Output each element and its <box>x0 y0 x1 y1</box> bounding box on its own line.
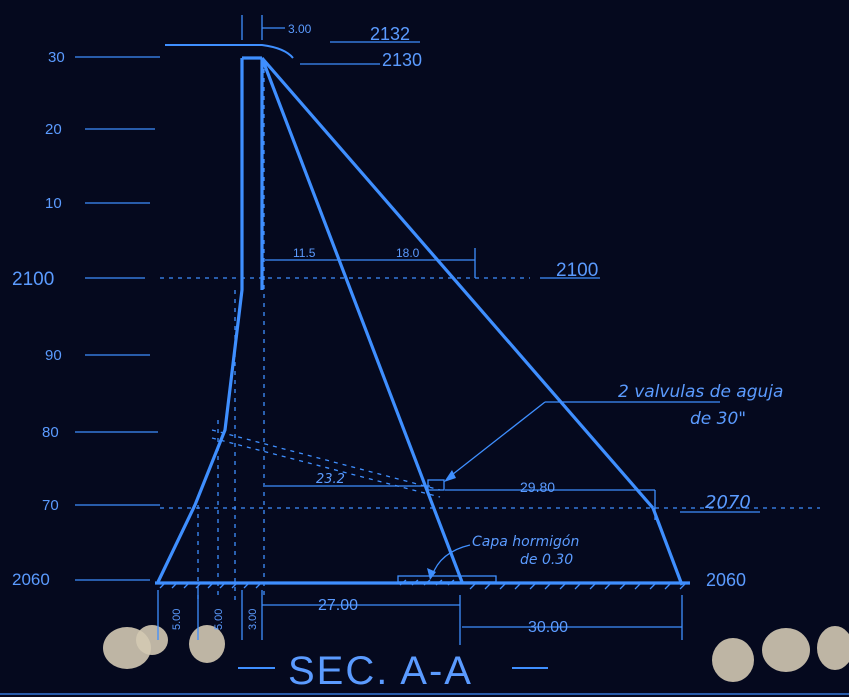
dam-profile <box>155 44 690 586</box>
dim-base-c: 3.00 <box>247 609 259 630</box>
dim-base-d: 27.00 <box>318 597 358 614</box>
level-2132: 2132 <box>370 24 410 44</box>
scale-label-2100: 2100 <box>12 269 54 290</box>
dim-18-0: 18.0 <box>396 246 420 260</box>
section-title-group: SEC. A-A <box>238 649 548 693</box>
valves-label-line2: de 30" <box>690 409 746 429</box>
concrete-label-line1: Capa hormigón <box>472 534 579 550</box>
scale-label-20: 20 <box>45 121 62 138</box>
dim-base-a: 5.00 <box>171 609 183 630</box>
dim-23-2: 23.2 <box>316 472 345 487</box>
scale-label-30: 30 <box>48 49 65 66</box>
dim-base-b: 5.00 <box>213 609 225 630</box>
dim-crest-width: 3.00 <box>288 22 312 36</box>
dim-29-80: 29.80 <box>520 479 555 495</box>
valves-label-line1: 2 valvulas de aguja <box>618 382 783 402</box>
annotations: 2 valvulas de aguja de 30" Capa hormigón… <box>472 382 783 568</box>
level-2130: 2130 <box>382 50 422 70</box>
left-scale-labels: 30 20 10 2100 90 80 70 2060 <box>12 49 65 589</box>
ground-hatching <box>159 575 687 590</box>
scale-label-70: 70 <box>42 497 59 514</box>
scale-label-10: 10 <box>45 195 62 212</box>
right-level-labels: 2132 2130 2100 2070 2060 <box>370 24 751 590</box>
scale-label-80: 80 <box>42 424 59 441</box>
level-2100: 2100 <box>556 260 598 281</box>
left-scale-ticks <box>75 56 160 581</box>
section-title: SEC. A-A <box>288 649 473 693</box>
dimension-lines <box>157 15 760 645</box>
construction-lines <box>160 60 820 600</box>
concrete-label-line2: de 0.30 <box>520 552 573 568</box>
dim-11-5: 11.5 <box>293 246 316 260</box>
scale-label-2060: 2060 <box>12 570 50 589</box>
level-2070: 2070 <box>705 492 751 513</box>
scale-label-90: 90 <box>45 347 62 364</box>
dim-base-e: 30.00 <box>528 619 568 636</box>
annotation-leaders <box>427 401 720 580</box>
level-2060: 2060 <box>706 570 746 590</box>
dimension-labels: 3.00 11.5 18.0 23.2 29.80 5.00 5.00 3.00… <box>171 22 568 636</box>
stains <box>103 625 849 682</box>
